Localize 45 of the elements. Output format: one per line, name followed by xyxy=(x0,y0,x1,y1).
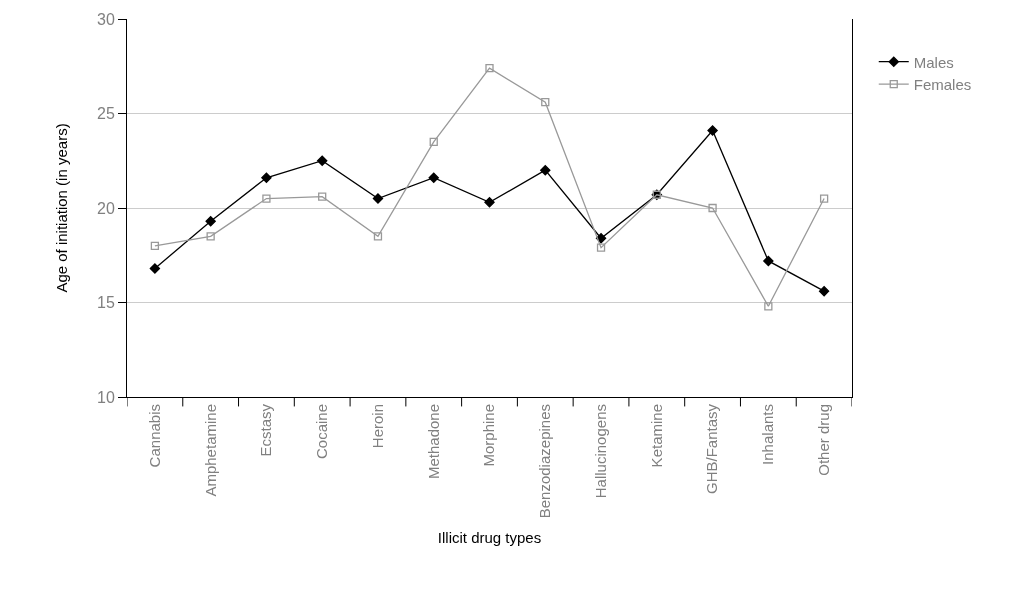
point xyxy=(429,137,438,146)
x-tick-label: Benzodiazepines xyxy=(536,404,554,519)
point xyxy=(818,285,830,297)
x-tick-label: Heroin xyxy=(368,404,386,449)
y-tick-label: 30 xyxy=(97,10,115,28)
point xyxy=(150,241,160,250)
x-tick-label: Hallucinogens xyxy=(591,404,609,499)
x-tick-label: Ecstasy xyxy=(257,403,275,457)
point xyxy=(316,155,328,166)
x-tick-label: Methadone xyxy=(424,404,442,480)
x-tick-label: Other drug xyxy=(814,404,832,476)
point xyxy=(484,197,495,208)
point xyxy=(485,63,494,73)
point xyxy=(541,98,550,107)
legend-label: Males xyxy=(913,53,954,71)
point xyxy=(372,193,384,204)
x-tick-label: GHB/Fantasy xyxy=(703,403,721,495)
x-axis-title: Illicit drug types xyxy=(437,529,542,547)
point xyxy=(205,216,216,227)
point xyxy=(707,125,718,136)
point xyxy=(318,192,327,201)
point xyxy=(373,232,383,241)
y-tick-label: 15 xyxy=(97,294,115,312)
point xyxy=(763,255,774,267)
point xyxy=(206,232,215,241)
x-tick-label: Inhalants xyxy=(759,404,777,465)
x-tick-label: Morphine xyxy=(480,404,498,467)
point xyxy=(261,172,272,183)
y-tick-label: 25 xyxy=(97,105,115,123)
y-tick-label: 10 xyxy=(97,388,115,406)
y-tick-label: 20 xyxy=(97,199,115,217)
x-tick-label: Cannabis xyxy=(145,404,163,468)
point xyxy=(764,302,773,311)
legend-label: Females xyxy=(913,76,972,94)
x-tick-label: Amphetamine xyxy=(201,404,219,497)
point xyxy=(540,165,551,176)
point xyxy=(819,194,829,203)
x-tick-label: Cocaine xyxy=(313,404,331,460)
point xyxy=(708,203,717,213)
point xyxy=(596,243,606,252)
point xyxy=(262,194,271,203)
y-axis-title: Age of initiation (in years) xyxy=(53,123,71,293)
x-tick-label: Ketamine xyxy=(647,404,665,468)
point xyxy=(149,263,161,274)
point xyxy=(428,172,439,183)
